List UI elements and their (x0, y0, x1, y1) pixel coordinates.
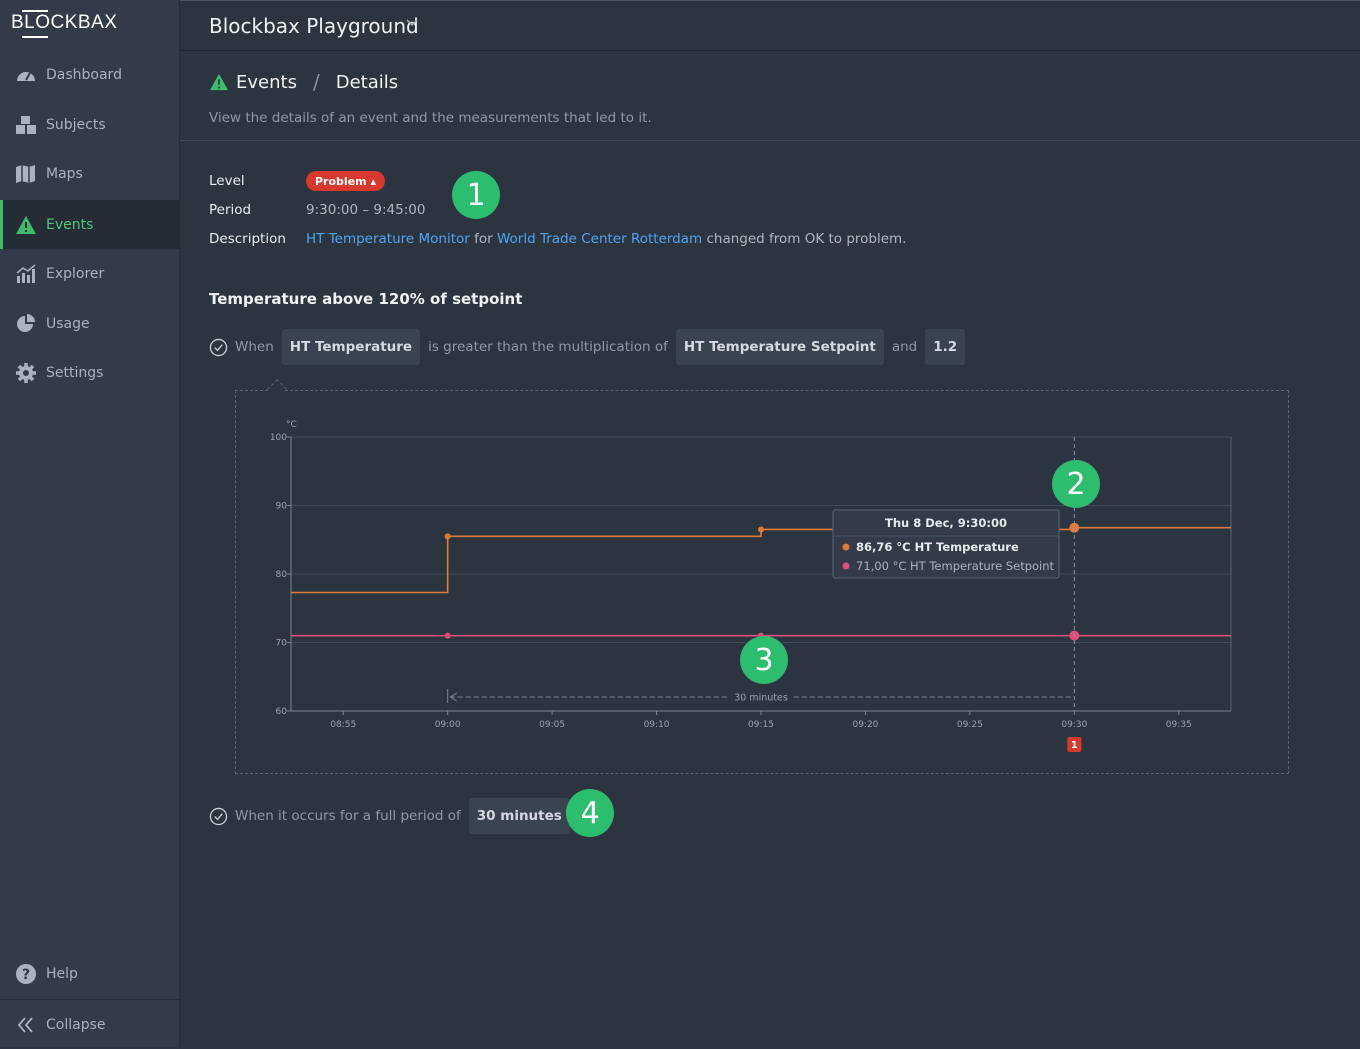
sidebar: BLOCKBAX Dashboard Subjects Maps Events … (0, 0, 180, 1047)
period-label: Period (209, 202, 252, 218)
duration-text: When it occurs for a full period of (235, 808, 461, 824)
page-header: Events / Details View the details of an … (180, 51, 1360, 141)
sidebar-item-label: Subjects (46, 116, 106, 133)
help-icon: ? (15, 963, 37, 985)
duration-chip: 30 minutes (468, 798, 570, 834)
divider (0, 999, 179, 1000)
callout-2: 2 (1052, 460, 1100, 508)
sidebar-item-dashboard[interactable]: Dashboard (0, 50, 179, 99)
duration-row: When it occurs for a full period of 30 m… (209, 798, 578, 834)
callout-3: 3 (740, 636, 788, 684)
condition-and: and (891, 339, 918, 355)
sidebar-item-label: Events (46, 216, 94, 233)
collapse-button[interactable]: Collapse (0, 1000, 179, 1049)
gear-icon (15, 362, 37, 384)
logo-mark (22, 10, 48, 38)
description-label: Description (209, 231, 286, 247)
map-icon (15, 163, 37, 185)
top-bar: Blockbax Playground (180, 0, 1360, 51)
chevron-down-icon[interactable] (406, 18, 418, 28)
sidebar-item-usage[interactable]: Usage (0, 299, 179, 348)
sidebar-item-label: Settings (46, 364, 104, 381)
period-value: 9:30:00 – 9:45:00 (306, 202, 426, 218)
check-circle-icon (209, 338, 228, 356)
callout-1: 1 (452, 171, 500, 219)
condition-when: When (235, 339, 274, 355)
sidebar-item-subjects[interactable]: Subjects (0, 100, 179, 149)
breadcrumb: Events / Details (209, 70, 398, 94)
svg-text:?: ? (22, 967, 30, 983)
description-rest: changed from OK to problem. (702, 231, 907, 247)
subject-link-monitor[interactable]: HT Temperature Monitor (306, 231, 470, 247)
description-value: HT Temperature Monitor for World Trade C… (306, 231, 907, 247)
description-for: for (469, 231, 497, 247)
sidebar-item-label: Usage (46, 315, 90, 332)
sidebar-item-events[interactable]: Events (0, 200, 179, 249)
warning-icon (210, 73, 228, 91)
breadcrumb-details: Details (335, 71, 399, 93)
check-circle-icon (209, 807, 228, 825)
workspace-title[interactable]: Blockbax Playground (209, 14, 419, 38)
rule-title: Temperature above 120% of setpoint (209, 290, 523, 308)
condition-operator: is greater than the multiplication of (428, 339, 668, 355)
sidebar-item-label: Explorer (46, 265, 105, 282)
warning-icon (15, 214, 37, 236)
pie-icon (15, 313, 37, 335)
blocks-icon (15, 114, 37, 136)
condition-row: When HT Temperature is greater than the … (209, 329, 973, 365)
logo: BLOCKBAX (11, 12, 118, 33)
subject-link-location[interactable]: World Trade Center Rotterdam (496, 231, 703, 247)
sidebar-item-label: Help (46, 965, 78, 982)
sidebar-item-label: Maps (46, 165, 83, 182)
sidebar-item-label: Collapse (46, 1016, 106, 1033)
level-label: Level (209, 173, 245, 189)
gauge-icon (15, 64, 37, 86)
double-chevron-left-icon (15, 1014, 37, 1036)
sidebar-item-maps[interactable]: Maps (0, 149, 179, 198)
sidebar-item-settings[interactable]: Settings (0, 348, 179, 397)
sidebar-item-explorer[interactable]: Explorer (0, 249, 179, 298)
factor-chip: 1.2 (925, 329, 966, 365)
metric-chip-temperature: HT Temperature (281, 329, 421, 365)
breadcrumb-separator: / (312, 70, 320, 94)
callout-4: 4 (566, 789, 614, 837)
chart-icon (15, 263, 37, 285)
page-subtitle: View the details of an event and the mea… (209, 110, 652, 126)
status-badge: Problem ▴ (306, 171, 385, 191)
sidebar-item-help[interactable]: ? Help (0, 949, 179, 998)
sidebar-item-label: Dashboard (46, 66, 122, 83)
metric-chip-setpoint: HT Temperature Setpoint (675, 329, 884, 365)
breadcrumb-events[interactable]: Events (236, 71, 297, 93)
chart-container (235, 390, 1289, 774)
